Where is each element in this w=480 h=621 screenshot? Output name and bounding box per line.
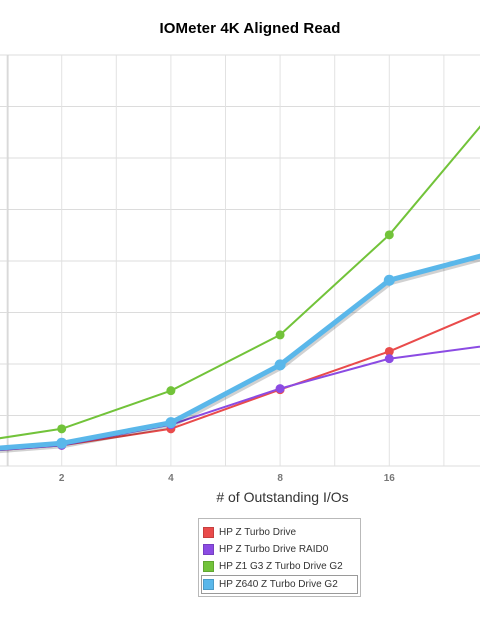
x-tick-labels: 2 4 8 16 [59, 473, 395, 484]
legend-item[interactable]: HP Z640 Z Turbo Drive G2 [201, 575, 358, 594]
data-point [383, 274, 395, 286]
x-axis-label: # of Outstanding I/Os [216, 489, 349, 505]
grid [0, 54, 480, 467]
series-points [56, 230, 395, 450]
legend-label: HP Z1 G3 Z Turbo Drive G2 [219, 561, 343, 572]
legend-swatch [203, 579, 214, 590]
data-point [274, 359, 286, 371]
x-tick-label: 8 [277, 473, 283, 484]
legend: HP Z Turbo Drive HP Z Turbo Drive RAID0 HP… [198, 518, 361, 597]
data-point [166, 386, 176, 396]
data-point [275, 384, 285, 394]
data-point [56, 437, 68, 449]
legend-label: HP Z Turbo Drive RAID0 [219, 544, 329, 555]
data-point [384, 346, 394, 356]
data-point [57, 424, 67, 434]
legend-item[interactable]: HP Z Turbo Drive [203, 524, 360, 541]
line-chart: 2 4 8 16 [0, 54, 480, 484]
legend-label: HP Z Turbo Drive [219, 527, 297, 538]
legend-label: HP Z640 Z Turbo Drive G2 [219, 579, 338, 590]
data-point [275, 330, 285, 340]
x-tick-label: 2 [59, 473, 65, 484]
x-tick-label: 4 [168, 473, 174, 484]
series-line [0, 253, 480, 451]
x-tick-label: 16 [384, 473, 396, 484]
chart-title: IOMeter 4K Aligned Read [159, 20, 341, 37]
series-lines [0, 125, 480, 454]
data-point [384, 230, 394, 240]
legend-item[interactable]: HP Z1 G3 Z Turbo Drive G2 [203, 558, 360, 575]
legend-swatch [203, 544, 214, 555]
legend-swatch [203, 561, 214, 572]
data-point [165, 417, 177, 429]
legend-swatch [203, 527, 214, 538]
series-line [0, 125, 480, 440]
legend-item[interactable]: HP Z Turbo Drive RAID0 [203, 541, 360, 558]
data-point [384, 354, 394, 364]
